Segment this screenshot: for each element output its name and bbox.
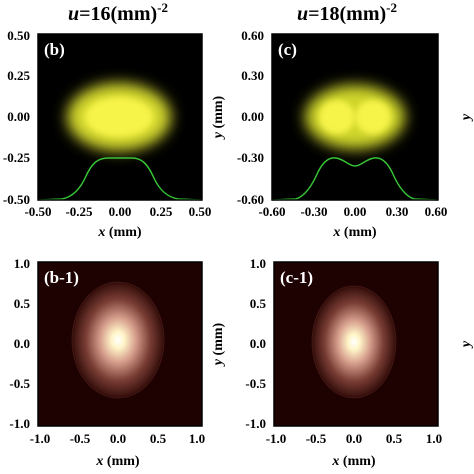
xtick-label: 0.60 [425, 204, 448, 219]
xtick-label: -0.5 [70, 431, 91, 446]
panel-b1: (b-1) 1.0 0.5 0.0 -0.5 -1.0 -1.0 -0.5 0.… [9, 256, 205, 469]
yticks-b: 0.50 0.25 0.00 -0.25 -0.50 [3, 28, 31, 207]
xtick-label: -0.30 [300, 204, 327, 219]
cropped-ylabel-right-bottom: y [459, 340, 474, 349]
ytick-label: 0.0 [250, 336, 266, 351]
cropped-ylabel-right-top: y [459, 113, 474, 122]
yticks-c: 0.60 0.30 0.00 -0.30 -0.60 [237, 28, 264, 207]
beam-halo-c1 [312, 286, 396, 398]
panel-b: (b) 0.50 0.25 0.00 -0.25 -0.50 -0.50 -0.… [3, 28, 211, 240]
xaxis-label-c1: x (mm) [331, 454, 375, 469]
xtick-label: -0.25 [65, 204, 93, 219]
panel-label-c: (c) [278, 40, 297, 59]
yticks-c1: 1.0 0.5 0.0 -0.5 -1.0 [245, 256, 266, 431]
xticks-b: -0.50 -0.25 0.00 0.25 0.50 [24, 204, 211, 219]
xticks-b1: -1.0 -0.5 0.0 0.5 1.0 [30, 431, 205, 446]
xtick-label: 0.0 [110, 431, 126, 446]
xtick-label: 0.5 [150, 431, 167, 446]
ytick-label: -0.5 [9, 376, 30, 391]
profile-curve-b [37, 157, 203, 201]
ytick-label: -0.50 [3, 192, 30, 207]
ytick-label: 0.30 [241, 68, 264, 83]
ytick-label: 0.25 [7, 68, 30, 83]
ytick-label: 0.00 [241, 109, 264, 124]
xtick-label: -0.5 [306, 431, 327, 446]
xtick-label: 1.0 [189, 431, 205, 446]
ytick-label: 0.5 [14, 296, 31, 311]
ytick-label: 1.0 [14, 256, 30, 271]
xtick-label: 0.25 [150, 204, 173, 219]
ytick-label: 0.50 [7, 28, 30, 43]
title-right: u=18(mm)-2 [297, 0, 397, 25]
xtick-label: 0.50 [189, 204, 212, 219]
xtick-label: 0.30 [386, 204, 409, 219]
ytick-label: -1.0 [9, 416, 30, 431]
xaxis-label-b1: x (mm) [95, 454, 139, 469]
xtick-label: -1.0 [266, 431, 287, 446]
xtick-label: 1.0 [426, 431, 442, 446]
xtick-label: -0.60 [258, 204, 285, 219]
yaxis-label-c1: y (mm) [211, 322, 226, 367]
ytick-label: -0.60 [237, 192, 264, 207]
xtick-label: 0.00 [109, 204, 132, 219]
profile-curve-c [271, 157, 439, 201]
ytick-label: 0.00 [7, 109, 30, 124]
xtick-label: 0.0 [346, 431, 362, 446]
ytick-label: 0.60 [241, 28, 264, 43]
ytick-label: 0.0 [14, 336, 30, 351]
xtick-label: 0.00 [344, 204, 367, 219]
ytick-label: -1.0 [245, 416, 266, 431]
ytick-label: -0.25 [3, 150, 31, 165]
panel-label-b: (b) [44, 40, 65, 59]
xticks-c: -0.60 -0.30 0.00 0.30 0.60 [258, 204, 447, 219]
xtick-label: -0.50 [24, 204, 51, 219]
panel-c: (c) 0.60 0.30 0.00 -0.30 -0.60 y (mm) -0… [211, 28, 447, 240]
ytick-label: -0.5 [245, 376, 266, 391]
beam-halo-b1 [72, 282, 164, 398]
panel-label-b1: (b-1) [44, 268, 79, 287]
yticks-b1: 1.0 0.5 0.0 -0.5 -1.0 [9, 256, 30, 431]
title-left: u=16(mm)-2 [68, 0, 168, 25]
xtick-label: -1.0 [30, 431, 51, 446]
xaxis-label-b: x (mm) [97, 225, 141, 240]
ytick-label: 0.5 [250, 296, 267, 311]
ytick-label: 1.0 [250, 256, 266, 271]
panel-c1: (c-1) 1.0 0.5 0.0 -0.5 -1.0 y (mm) -1.0 … [211, 256, 442, 469]
ytick-label: -0.30 [237, 150, 264, 165]
xaxis-label-c: x (mm) [332, 225, 376, 240]
xtick-label: 0.5 [386, 431, 403, 446]
yaxis-label-c: y (mm) [211, 95, 226, 140]
xticks-c1: -1.0 -0.5 0.0 0.5 1.0 [266, 431, 442, 446]
panel-label-c1: (c-1) [280, 268, 313, 287]
